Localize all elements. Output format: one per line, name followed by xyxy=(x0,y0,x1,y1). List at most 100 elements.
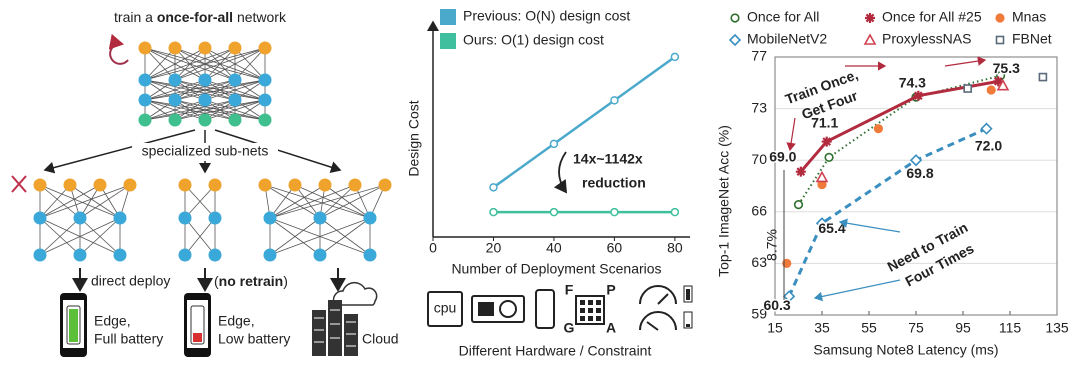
data-point xyxy=(489,207,498,217)
data-point xyxy=(549,139,559,149)
label-bg xyxy=(132,143,278,161)
net-edge xyxy=(144,79,206,101)
net-edge xyxy=(39,217,81,256)
annotation-arrow xyxy=(813,279,901,302)
data-label: 75.3 xyxy=(993,60,1020,76)
annotation-arrow xyxy=(786,117,796,152)
net-node xyxy=(168,113,182,127)
title-part: train a xyxy=(114,9,157,25)
net-edge xyxy=(204,47,266,81)
phone-icon xyxy=(535,289,555,329)
legend-swatch xyxy=(440,33,456,49)
device-label: Low battery xyxy=(218,331,290,347)
y-axis-label: Design Cost xyxy=(406,100,422,176)
net-node xyxy=(313,248,327,262)
deploy-note: (no retrain) xyxy=(214,273,288,289)
legend-swatch xyxy=(440,9,456,25)
net-node xyxy=(178,248,192,262)
battery-icon xyxy=(683,311,693,329)
x-tick-label: 95 xyxy=(955,320,971,336)
legend-label: Once for All #25 xyxy=(882,9,982,25)
net-node xyxy=(263,211,277,225)
net-node xyxy=(33,211,47,225)
net-node xyxy=(263,248,277,262)
net-edge xyxy=(204,99,266,121)
title-part: once-for-all xyxy=(157,9,233,25)
gauge-needle xyxy=(657,293,669,305)
x-tick-label: 135 xyxy=(1045,320,1069,336)
data-point xyxy=(815,170,829,183)
data-point xyxy=(670,52,680,62)
net-node xyxy=(178,178,192,192)
net-node xyxy=(228,41,242,55)
net-edge xyxy=(144,79,266,101)
legend-marker xyxy=(995,35,1005,45)
x-axis-label: Samsung Note8 Latency (ms) xyxy=(813,342,998,358)
data-point xyxy=(873,124,884,134)
y-tick-label: 73 xyxy=(751,99,767,115)
device-label: Edge, xyxy=(218,313,255,329)
deploy-label: direct deploy xyxy=(91,273,170,289)
data-point xyxy=(821,136,832,147)
net-node xyxy=(208,178,222,192)
net-node xyxy=(288,178,302,192)
data-point xyxy=(782,258,792,269)
server-rack xyxy=(312,300,358,356)
net-edge xyxy=(234,47,266,81)
net-node xyxy=(113,248,127,262)
net-node xyxy=(258,41,272,55)
net-node xyxy=(178,211,192,225)
gauge-icon xyxy=(639,311,677,331)
net-edge xyxy=(39,217,121,256)
data-point xyxy=(996,79,1010,91)
series-line xyxy=(799,79,999,173)
cpu-icon xyxy=(427,291,463,327)
fpga-letter: A xyxy=(606,320,616,336)
net-node xyxy=(138,41,152,55)
y-tick-label: 66 xyxy=(751,203,767,219)
data-point xyxy=(815,217,829,230)
x-tick-label: 15 xyxy=(767,320,783,336)
net-edge xyxy=(204,79,266,101)
x-tick-label: 20 xyxy=(486,240,502,256)
gauge-icon xyxy=(639,285,677,305)
diagram-title: train a once-for-all network xyxy=(114,9,287,25)
legend-label: Previous: O(N) design cost xyxy=(463,8,630,24)
net-edge xyxy=(39,184,81,219)
data-point xyxy=(824,152,834,162)
net-node xyxy=(73,248,87,262)
net-edge xyxy=(79,184,131,219)
data-label: 69.8 xyxy=(906,165,933,181)
x-tick-label: 55 xyxy=(861,320,877,336)
legend-marker xyxy=(865,13,875,23)
net-node xyxy=(168,41,182,55)
data-point xyxy=(986,85,996,95)
x-tick-label: 40 xyxy=(546,240,562,256)
annotation-arrow xyxy=(838,218,901,233)
net-node xyxy=(228,93,242,107)
y-tick-label: 77 xyxy=(751,48,767,64)
net-node xyxy=(73,211,87,225)
data-point xyxy=(909,154,923,167)
net-edge xyxy=(269,184,356,219)
deploy-emph: no retrain xyxy=(219,273,284,289)
legend-label: Once for All xyxy=(747,9,819,25)
data-point xyxy=(795,166,806,177)
net-node xyxy=(123,178,137,192)
net-edge xyxy=(319,184,386,219)
net-edge xyxy=(144,99,236,121)
title-part: network xyxy=(233,9,287,25)
plot-frame xyxy=(774,56,1058,316)
net-node xyxy=(318,178,332,192)
cycle-arrow xyxy=(108,33,129,65)
net-edge xyxy=(184,217,216,256)
net-node xyxy=(208,211,222,225)
net-node xyxy=(93,178,107,192)
data-point xyxy=(980,122,993,135)
x-tick-label: 115 xyxy=(999,320,1022,336)
x-tick-label: 80 xyxy=(667,240,683,256)
net-edge xyxy=(39,184,101,219)
legend-label: Ours: O(1) design cost xyxy=(463,32,604,48)
net-node xyxy=(258,113,272,127)
device-label: Cloud xyxy=(362,331,399,347)
